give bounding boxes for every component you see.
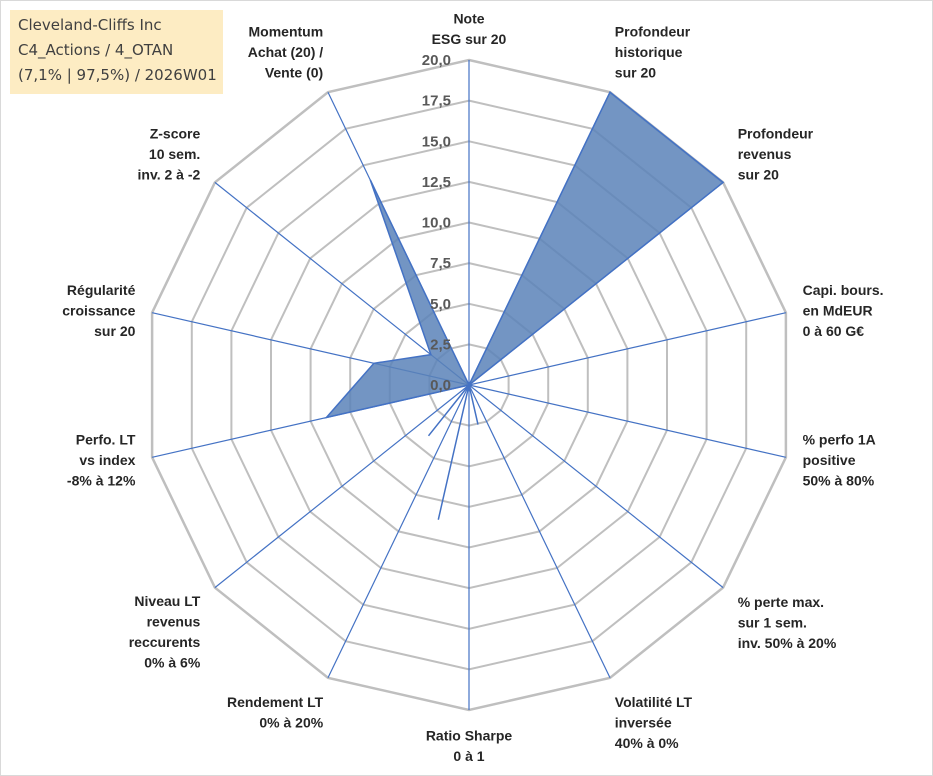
axis-label-2: Profondeur revenus sur 20 — [738, 126, 814, 183]
axis-label-2-line-1: revenus — [738, 146, 792, 162]
axis-label-6-line-1: inversée — [615, 715, 672, 731]
axis-label-0-line-0: Note — [453, 11, 484, 27]
axis-label-3-line-0: Capi. bours. — [803, 282, 884, 298]
axis-label-1-line-1: historique — [615, 44, 683, 60]
axis-label-11: Régularité croissance sur 20 — [62, 282, 135, 339]
axis-label-6-line-2: 40% à 0% — [615, 735, 679, 751]
spoke-5 — [468, 384, 724, 589]
tick-label-3: 7,5 — [430, 255, 451, 272]
axis-label-11-line-1: croissance — [62, 303, 135, 319]
tick-label-8: 20,0 — [422, 52, 451, 69]
axis-label-5: % perte max. sur 1 sem. inv. 50% à 20% — [738, 594, 837, 651]
axis-label-10: Perfo. LT vs index -8% à 12% — [67, 432, 136, 489]
axis-label-9-line-2: reccurents — [129, 634, 201, 650]
axis-label-7: Ratio Sharpe 0 à 1 — [426, 728, 513, 765]
axis-label-13: Momentum Achat (20) / Vente (0) — [248, 23, 324, 80]
period-info: (7,1% | 97,5%) / 2026W01 — [18, 66, 217, 84]
axis-label-1-line-0: Profondeur — [615, 23, 691, 39]
axis-label-12-line-1: 10 sem. — [149, 146, 200, 162]
axis-label-5-line-1: sur 1 sem. — [738, 614, 807, 630]
axis-label-8-line-0: Rendement LT — [227, 694, 324, 710]
axis-label-13-line-1: Achat (20) / — [248, 44, 324, 60]
axis-label-2-line-0: Profondeur — [738, 126, 814, 142]
axis-label-10-line-0: Perfo. LT — [76, 432, 136, 448]
portfolio-path: C4_Actions / 4_OTAN — [18, 41, 174, 59]
axis-label-6-line-0: Volatilité LT — [615, 694, 693, 710]
axis-label-3-line-2: 0 à 60 G€ — [803, 323, 865, 339]
axis-label-12-line-0: Z-score — [150, 126, 201, 142]
tick-label-2: 5,0 — [430, 296, 451, 313]
tick-label-5: 12,5 — [422, 174, 451, 191]
axis-label-3-line-1: en MdEUR — [803, 303, 873, 319]
axis-label-7-line-1: 0 à 1 — [453, 748, 484, 764]
axis-label-11-line-0: Régularité — [67, 282, 136, 298]
axis-label-6: Volatilité LT inversée 40% à 0% — [615, 694, 693, 751]
tick-label-0: 0,0 — [430, 377, 451, 394]
axis-label-0-line-1: ESG sur 20 — [432, 31, 507, 47]
axis-label-9: Niveau LT revenus reccurents 0% à 6% — [129, 593, 201, 671]
axis-label-10-line-1: vs index — [79, 452, 135, 468]
axis-label-10-line-2: -8% à 12% — [67, 473, 136, 489]
radial-tick-labels: 0,0 2,5 5,0 7,5 10,0 12,5 15,0 17,5 20,0 — [422, 52, 451, 394]
chart-title-box: Cleveland-Cliffs Inc C4_Actions / 4_OTAN… — [10, 10, 223, 94]
series-area — [324, 91, 725, 520]
axis-label-4-line-0: % perfo 1A — [803, 432, 876, 448]
axis-label-7-line-0: Ratio Sharpe — [426, 728, 513, 744]
radar-series — [324, 91, 725, 520]
axis-label-3: Capi. bours. en MdEUR 0 à 60 G€ — [803, 282, 884, 339]
spoke-4 — [468, 384, 787, 458]
axis-label-5-line-2: inv. 50% à 20% — [738, 635, 837, 651]
axis-label-8: Rendement LT 0% à 20% — [227, 694, 324, 731]
axis-label-5-line-0: % perte max. — [738, 594, 824, 610]
axis-label-13-line-2: Vente (0) — [265, 64, 323, 80]
axis-label-9-line-1: revenus — [147, 613, 201, 629]
axis-label-2-line-2: sur 20 — [738, 167, 779, 183]
company-name: Cleveland-Cliffs Inc — [18, 16, 162, 34]
axis-label-8-line-1: 0% à 20% — [259, 715, 323, 731]
tick-label-1: 2,5 — [430, 336, 451, 353]
axis-label-4-line-2: 50% à 80% — [803, 473, 875, 489]
spoke-12 — [214, 181, 470, 386]
axis-label-4: % perfo 1A positive 50% à 80% — [803, 432, 876, 489]
tick-label-4: 10,0 — [422, 215, 451, 232]
axis-label-9-line-3: 0% à 6% — [144, 654, 201, 670]
axis-label-1-line-2: sur 20 — [615, 64, 656, 80]
spoke-3 — [468, 312, 787, 386]
axis-label-0: Note ESG sur 20 — [432, 11, 507, 48]
axis-label-1: Profondeur historique sur 20 — [615, 23, 691, 80]
axis-label-12-line-2: inv. 2 à -2 — [138, 167, 201, 183]
axis-label-4-line-1: positive — [803, 452, 856, 468]
spoke-6 — [468, 384, 611, 679]
spoke-9 — [214, 384, 470, 589]
tick-label-6: 15,0 — [422, 133, 451, 150]
axis-label-9-line-0: Niveau LT — [134, 593, 200, 609]
axis-label-11-line-2: sur 20 — [94, 323, 135, 339]
spoke-8 — [327, 384, 470, 679]
axis-labels: Note ESG sur 20 Profondeur historique sur 20… — [62, 11, 883, 765]
tick-label-7: 17,5 — [422, 93, 451, 110]
axis-label-13-line-0: Momentum — [249, 23, 324, 39]
axis-label-12: Z-score 10 sem. inv. 2 à -2 — [138, 126, 201, 183]
